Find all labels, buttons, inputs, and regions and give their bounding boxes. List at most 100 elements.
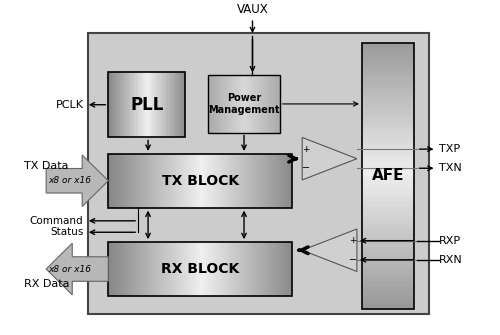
Bar <box>182 154 185 208</box>
Text: RXN: RXN <box>439 255 462 265</box>
Bar <box>227 75 228 133</box>
Bar <box>154 154 158 208</box>
Bar <box>126 72 128 137</box>
Bar <box>362 167 414 172</box>
Bar <box>183 72 184 137</box>
Bar <box>164 72 165 137</box>
Bar <box>144 72 146 137</box>
Bar <box>252 242 256 296</box>
Bar <box>218 154 222 208</box>
Bar <box>283 242 286 296</box>
Bar <box>237 242 240 296</box>
Bar <box>114 72 116 137</box>
Bar <box>362 162 414 167</box>
Bar <box>276 75 278 133</box>
Bar <box>114 154 117 208</box>
Bar <box>264 242 268 296</box>
Bar <box>254 75 256 133</box>
Bar <box>139 154 142 208</box>
Bar <box>286 242 289 296</box>
Bar <box>362 229 414 233</box>
Bar <box>362 149 414 154</box>
Bar <box>362 158 414 162</box>
Bar <box>277 242 280 296</box>
Text: RXP: RXP <box>439 236 461 246</box>
Bar <box>129 72 130 137</box>
Bar <box>218 75 220 133</box>
Bar <box>133 154 136 208</box>
Bar <box>147 72 148 137</box>
Bar <box>116 72 117 137</box>
Bar <box>140 72 141 137</box>
Bar <box>176 154 179 208</box>
Bar <box>145 154 148 208</box>
Bar <box>262 242 264 296</box>
Bar <box>152 72 153 137</box>
Bar <box>139 72 140 137</box>
Bar <box>130 72 132 137</box>
Bar <box>362 52 414 56</box>
Bar <box>166 72 168 137</box>
Bar <box>280 154 283 208</box>
Bar <box>240 154 243 208</box>
Bar <box>362 202 414 207</box>
Bar <box>228 242 231 296</box>
Bar <box>237 154 240 208</box>
Bar <box>221 75 222 133</box>
Bar <box>206 242 210 296</box>
Bar <box>108 242 292 296</box>
Bar <box>110 72 111 137</box>
Text: TX Data: TX Data <box>24 161 68 171</box>
Bar <box>148 242 151 296</box>
Bar <box>209 75 210 133</box>
Bar <box>362 140 414 145</box>
Bar <box>121 72 122 137</box>
Bar <box>258 154 262 208</box>
Bar <box>230 75 232 133</box>
Bar <box>362 260 414 265</box>
Bar <box>362 87 414 91</box>
Bar <box>362 180 414 185</box>
Bar <box>234 242 237 296</box>
Bar <box>362 243 414 247</box>
Bar <box>194 154 197 208</box>
Text: Power
Management: Power Management <box>208 93 280 115</box>
Bar <box>289 154 292 208</box>
Bar <box>216 154 218 208</box>
Bar <box>244 75 245 133</box>
Bar <box>160 154 164 208</box>
Text: RX BLOCK: RX BLOCK <box>161 262 240 276</box>
Bar <box>362 256 414 260</box>
Bar <box>151 154 154 208</box>
Bar <box>236 75 238 133</box>
Bar <box>179 154 182 208</box>
Bar <box>239 75 240 133</box>
Bar <box>142 72 143 137</box>
Bar <box>162 72 164 137</box>
Bar <box>232 75 233 133</box>
Bar <box>112 72 114 137</box>
Bar <box>158 72 160 137</box>
Bar <box>197 242 200 296</box>
Bar <box>258 75 260 133</box>
Bar <box>154 242 158 296</box>
Bar <box>185 242 188 296</box>
Bar <box>256 75 257 133</box>
Bar <box>283 154 286 208</box>
Bar <box>234 154 237 208</box>
Bar <box>216 75 218 133</box>
Bar <box>124 242 126 296</box>
Bar <box>157 72 158 137</box>
Bar <box>153 72 154 137</box>
Bar <box>136 154 139 208</box>
Bar <box>362 131 414 136</box>
Bar <box>172 154 176 208</box>
Bar <box>180 72 182 137</box>
Bar <box>204 242 206 296</box>
Bar <box>362 74 414 78</box>
Bar <box>120 72 121 137</box>
Bar <box>250 154 252 208</box>
Text: x8 or x16: x8 or x16 <box>48 176 92 185</box>
Bar <box>125 72 126 137</box>
Bar <box>362 211 414 216</box>
